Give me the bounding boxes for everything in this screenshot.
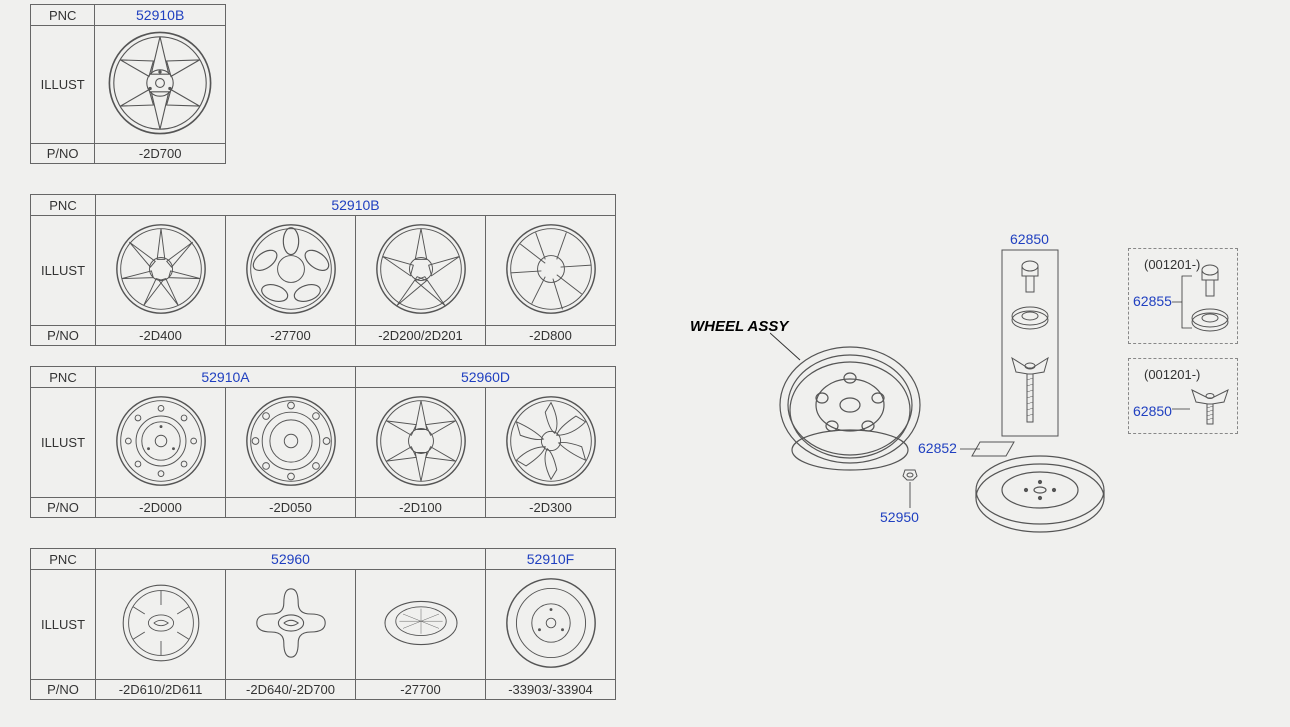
hubcap-illust <box>96 570 226 680</box>
pno-value: -2D400 <box>96 326 226 346</box>
hubcap-illust <box>356 570 486 680</box>
pnc-rowlabel: PNC <box>31 367 96 388</box>
pno-value: -33903/-33904 <box>486 680 616 700</box>
parts-table-4: PNC 52960 52910F ILLUST <box>30 548 616 700</box>
pno-value: -2D050 <box>226 498 356 518</box>
hubcap-a-icon <box>116 578 206 668</box>
clamp-stack-icon <box>1000 248 1060 438</box>
pno-value: -2D200/2D201 <box>356 326 486 346</box>
leader-62850-bot <box>1172 404 1190 414</box>
wheel-illust <box>486 388 616 498</box>
wing-bolt-62850-icon <box>1186 376 1234 428</box>
lug-nut-icon <box>895 468 925 510</box>
wheel-5spoke-icon <box>373 221 469 317</box>
wheel-illust <box>96 388 226 498</box>
wheel-6spoke-icon <box>105 28 215 138</box>
wheel-6spoke-b-icon <box>373 393 469 489</box>
pno-value: -2D800 <box>486 326 616 346</box>
spare-illust <box>486 570 616 680</box>
pno-value: -2D000 <box>96 498 226 518</box>
pnc-link[interactable]: 52910A <box>96 367 356 388</box>
wheel-illust <box>356 216 486 326</box>
callout-62850-bot[interactable]: 62850 <box>1133 403 1172 419</box>
wheel-swirl-icon <box>503 393 599 489</box>
pnc-link[interactable]: 52910B <box>95 5 226 26</box>
pnc-rowlabel: PNC <box>31 5 95 26</box>
spare-tire-icon <box>970 450 1110 540</box>
illust-rowlabel: ILLUST <box>31 216 96 326</box>
pno-value: -2D100 <box>356 498 486 518</box>
pno-value: -2D700 <box>95 144 226 164</box>
pnc-link[interactable]: 52960D <box>356 367 616 388</box>
hubcap-cross-icon <box>246 578 336 668</box>
bolt-washer-62855-icon <box>1186 260 1234 338</box>
wheel-illust <box>356 388 486 498</box>
pnc-link[interactable]: 52910F <box>486 549 616 570</box>
spare-wheel-icon <box>503 575 599 671</box>
parts-table-1: PNC 52910B ILLUST P/NO -2D700 <box>30 4 226 164</box>
pno-value: -27700 <box>226 326 356 346</box>
pno-rowlabel: P/NO <box>31 326 96 346</box>
wheel-5spoke-b-icon <box>503 221 599 317</box>
hubcap-illust <box>226 570 356 680</box>
pno-value: -2D640/-2D700 <box>226 680 356 700</box>
pno-value: -27700 <box>356 680 486 700</box>
callout-62855[interactable]: 62855 <box>1133 293 1172 309</box>
hubcap-oval-icon <box>376 593 466 653</box>
illust-rowlabel: ILLUST <box>31 388 96 498</box>
wheel-illust <box>95 26 226 144</box>
callout-62850-top[interactable]: 62850 <box>1010 231 1049 247</box>
pno-rowlabel: P/NO <box>31 680 96 700</box>
pno-value: -2D610/2D611 <box>96 680 226 700</box>
wheel-illust <box>226 216 356 326</box>
parts-table-3: PNC 52910A 52960D ILLUST <box>30 366 616 518</box>
pno-value: -2D300 <box>486 498 616 518</box>
pnc-rowlabel: PNC <box>31 195 96 216</box>
pnc-rowlabel: PNC <box>31 549 96 570</box>
pnc-link[interactable]: 52910B <box>96 195 616 216</box>
illust-rowlabel: ILLUST <box>31 26 95 144</box>
pno-rowlabel: P/NO <box>31 498 96 518</box>
pnc-link[interactable]: 52960 <box>96 549 486 570</box>
wheel-illust <box>96 216 226 326</box>
pno-rowlabel: P/NO <box>31 144 95 164</box>
steel-wheel-icon <box>113 393 209 489</box>
wheel-5spoke-round-icon <box>243 221 339 317</box>
callout-52950[interactable]: 52950 <box>880 509 919 525</box>
pad-62852-icon <box>960 438 1020 462</box>
wheel-illust <box>486 216 616 326</box>
parts-table-2: PNC 52910B ILLUST <box>30 194 616 346</box>
illust-rowlabel: ILLUST <box>31 570 96 680</box>
bracket-62855 <box>1172 270 1192 334</box>
steel-wheel-b-icon <box>243 393 339 489</box>
wheel-illust <box>226 388 356 498</box>
wheel-7spoke-icon <box>113 221 209 317</box>
